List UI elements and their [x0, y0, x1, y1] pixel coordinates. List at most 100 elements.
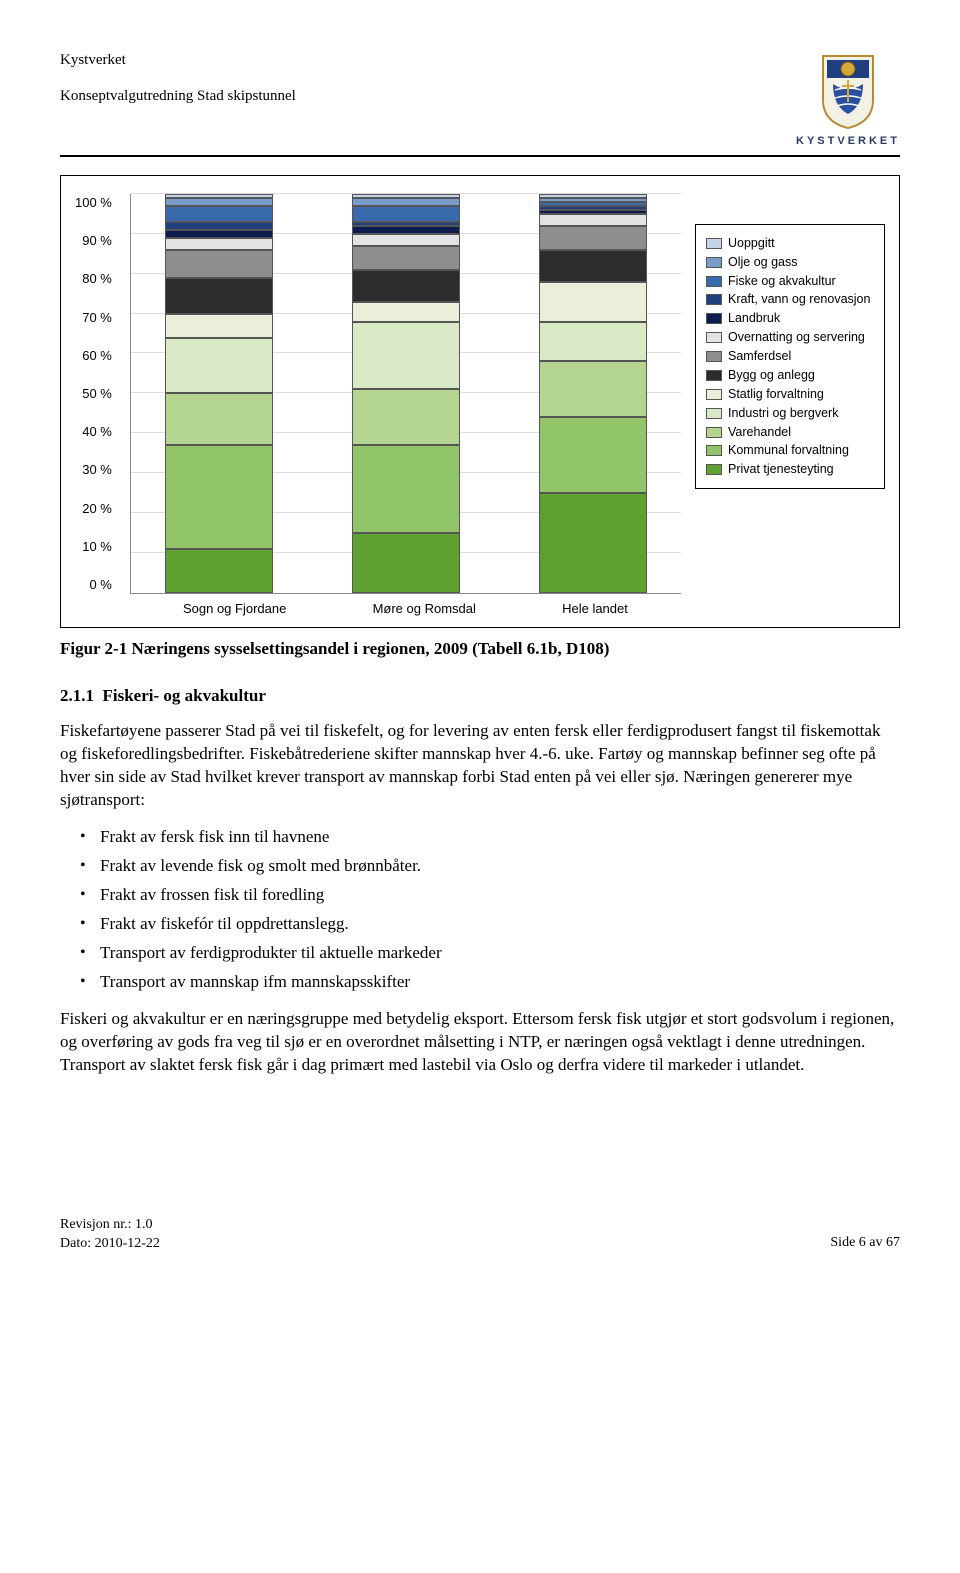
y-tick-label: 20 % [82, 500, 112, 518]
bar-segment [539, 226, 647, 250]
bar-segment [165, 314, 273, 338]
legend-label: Fiske og akvakultur [728, 273, 836, 290]
x-tick-label: Sogn og Fjordane [183, 600, 286, 618]
legend-label: Kommunal forvaltning [728, 442, 849, 459]
legend-item: Landbruk [706, 310, 874, 327]
bar-segment [165, 206, 273, 222]
legend-item: Overnatting og servering [706, 329, 874, 346]
bar-segment [165, 222, 273, 230]
legend-item: Industri og bergverk [706, 405, 874, 422]
paragraph-1: Fiskefartøyene passerer Stad på vei til … [60, 720, 900, 812]
bar-segment [352, 226, 460, 234]
bar-segment [352, 389, 460, 445]
doc-title: Konseptvalgutredning Stad skipstunnel [60, 86, 296, 106]
bar-segment [165, 278, 273, 314]
bar-segment [165, 549, 273, 593]
bar-segment [165, 445, 273, 549]
legend-item: Bygg og anlegg [706, 367, 874, 384]
legend-swatch [706, 445, 722, 456]
bar-segment [352, 246, 460, 270]
bar-segment [352, 234, 460, 246]
bar-segment [539, 282, 647, 322]
x-tick-label: Møre og Romsdal [373, 600, 476, 618]
logo: KYSTVERKET [796, 50, 900, 149]
legend-label: Kraft, vann og renovasjon [728, 291, 870, 308]
legend-label: Landbruk [728, 310, 780, 327]
y-tick-label: 60 % [82, 347, 112, 365]
chart-frame: 100 %90 %80 %70 %60 %50 %40 %30 %20 %10 … [60, 175, 900, 629]
chart-legend: UoppgittOlje og gassFiske og akvakulturK… [695, 224, 885, 489]
figure-caption: Figur 2-1 Næringens sysselsettingsandel … [60, 638, 900, 661]
legend-label: Industri og bergverk [728, 405, 838, 422]
y-tick-label: 70 % [82, 309, 112, 327]
list-item: Frakt av levende fisk og smolt med brønn… [60, 855, 900, 878]
y-tick-label: 40 % [82, 423, 112, 441]
page-footer: Revisjon nr.: 1.0 Dato: 2010-12-22 Side … [60, 1216, 900, 1252]
bar-segment [165, 250, 273, 278]
logo-text: KYSTVERKET [796, 134, 900, 149]
bar-segment [539, 361, 647, 417]
list-item: Frakt av frossen fisk til foredling [60, 884, 900, 907]
legend-item: Kraft, vann og renovasjon [706, 291, 874, 308]
y-tick-label: 10 % [82, 538, 112, 556]
revision-label: Revisjon nr.: 1.0 [60, 1216, 160, 1234]
legend-swatch [706, 294, 722, 305]
legend-swatch [706, 427, 722, 438]
section-title: Fiskeri- og akvakultur [103, 686, 266, 705]
legend-swatch [706, 408, 722, 419]
section-heading: 2.1.1 Fiskeri- og akvakultur [60, 685, 900, 708]
legend-item: Kommunal forvaltning [706, 442, 874, 459]
bar-segment [165, 393, 273, 445]
bar-segment [352, 302, 460, 322]
page-header: Kystverket Konseptvalgutredning Stad ski… [60, 50, 900, 149]
legend-swatch [706, 351, 722, 362]
legend-swatch [706, 257, 722, 268]
bar-segment [352, 533, 460, 593]
org-name: Kystverket [60, 50, 296, 70]
paragraph-2: Fiskeri og akvakultur er en næringsgrupp… [60, 1008, 900, 1077]
list-item: Frakt av fiskefór til oppdrettanslegg. [60, 913, 900, 936]
list-item: Frakt av fersk fisk inn til havnene [60, 826, 900, 849]
bar-segment [165, 230, 273, 238]
legend-item: Olje og gass [706, 254, 874, 271]
stacked-bar [165, 194, 273, 593]
x-tick-label: Hele landet [562, 600, 628, 618]
legend-label: Overnatting og servering [728, 329, 865, 346]
legend-item: Privat tjenesteyting [706, 461, 874, 478]
legend-swatch [706, 313, 722, 324]
bar-segment [539, 250, 647, 282]
legend-label: Uoppgitt [728, 235, 775, 252]
date-label: Dato: 2010-12-22 [60, 1235, 160, 1253]
stacked-bar [539, 194, 647, 593]
y-tick-label: 30 % [82, 461, 112, 479]
legend-item: Statlig forvaltning [706, 386, 874, 403]
legend-label: Olje og gass [728, 254, 797, 271]
bar-segment [352, 445, 460, 533]
legend-swatch [706, 370, 722, 381]
bar-segment [352, 322, 460, 390]
y-tick-label: 0 % [89, 576, 111, 594]
legend-swatch [706, 389, 722, 400]
y-tick-label: 80 % [82, 270, 112, 288]
bar-segment [539, 214, 647, 226]
section-number: 2.1.1 [60, 686, 94, 705]
legend-item: Fiske og akvakultur [706, 273, 874, 290]
y-tick-label: 50 % [82, 385, 112, 403]
bar-segment [539, 417, 647, 493]
bar-segment [352, 198, 460, 206]
legend-label: Bygg og anlegg [728, 367, 815, 384]
bar-segment [352, 270, 460, 302]
legend-label: Samferdsel [728, 348, 791, 365]
bar-segment [165, 238, 273, 250]
legend-label: Privat tjenesteyting [728, 461, 834, 478]
legend-swatch [706, 332, 722, 343]
legend-item: Uoppgitt [706, 235, 874, 252]
legend-label: Varehandel [728, 424, 791, 441]
bar-segment [539, 493, 647, 593]
y-tick-label: 100 % [75, 194, 112, 212]
header-left: Kystverket Konseptvalgutredning Stad ski… [60, 50, 296, 107]
bullet-list: Frakt av fersk fisk inn til havnene Frakt… [60, 826, 900, 994]
y-axis-labels: 100 %90 %80 %70 %60 %50 %40 %30 %20 %10 … [75, 194, 116, 594]
legend-item: Varehandel [706, 424, 874, 441]
x-axis-labels: Sogn og Fjordane Møre og Romsdal Hele land… [130, 594, 681, 618]
